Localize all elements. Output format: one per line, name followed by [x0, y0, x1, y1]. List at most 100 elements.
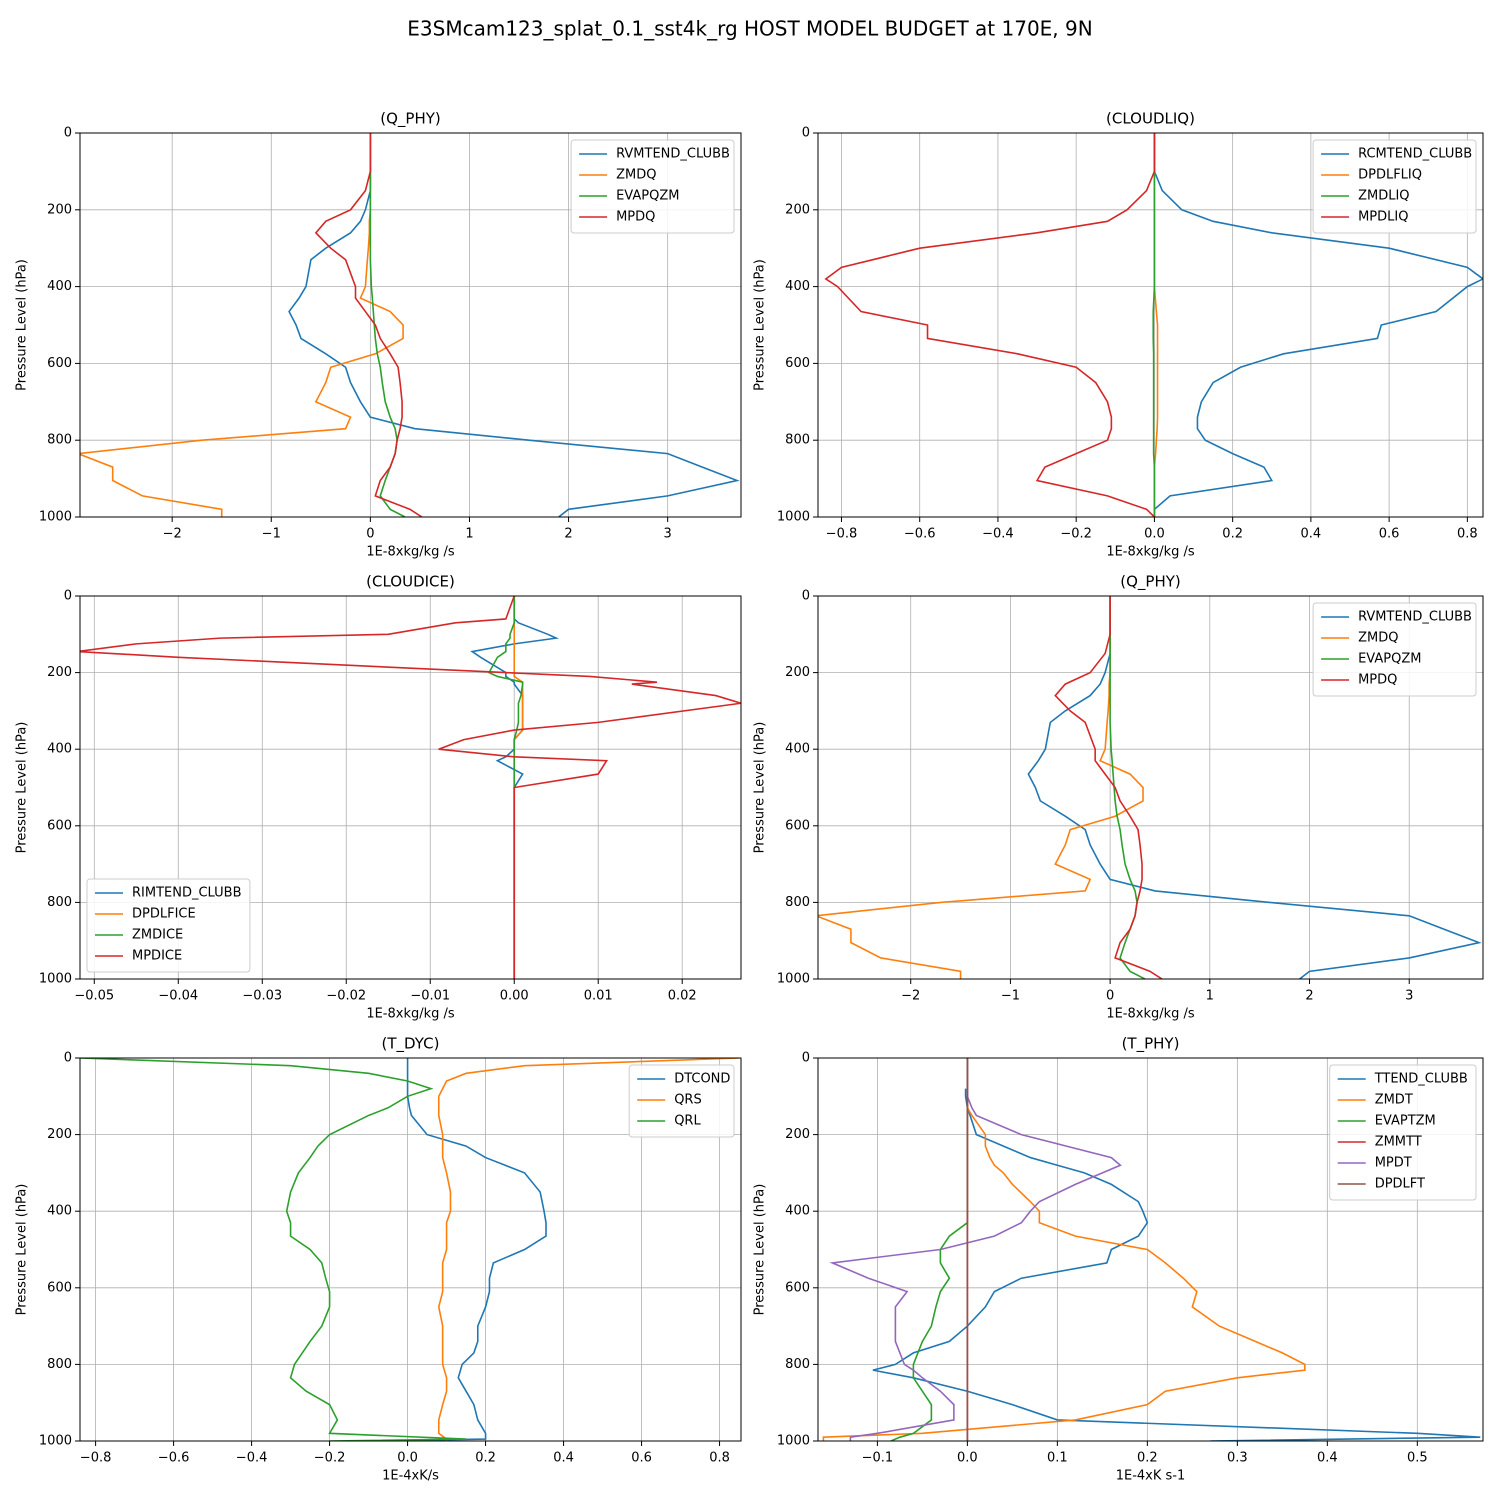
x-tick-label: −0.2	[314, 1451, 346, 1466]
x-tick-label: 0.01	[584, 989, 613, 1004]
subplot: −0.8 −0.6 −0.4 −0.2 0.0 0.2 0.4 0.6 0.8 0 200 400 60…	[15, 1035, 742, 1484]
x-tick-label: −0.02	[326, 989, 366, 1004]
legend: RVMTEND_CLUBB ZMDQ EVAPQZM MPDQ	[1312, 602, 1477, 697]
x-tick-label: 0.02	[668, 989, 697, 1004]
y-tick-label: 200	[785, 202, 810, 217]
y-tick-label: 400	[47, 1204, 72, 1219]
x-tick-label: 0.6	[631, 1451, 652, 1466]
y-tick-label: 400	[785, 1204, 810, 1219]
legend-label: RIMTEND_CLUBB	[132, 886, 242, 901]
subplot-title: (CLOUDICE)	[366, 573, 455, 591]
subplot: −0.8 −0.6 −0.4 −0.2 0.0 0.2 0.4 0.6 0.8 0 200 400 60…	[753, 110, 1484, 560]
x-axis-label: 1E-8xkg/kg /s	[366, 1007, 455, 1022]
subplot-title: (Q_PHY)	[1120, 573, 1181, 592]
x-tick-label: 0.1	[1047, 1451, 1068, 1466]
plot-frame	[79, 132, 742, 518]
x-tick-label: 3	[1405, 989, 1413, 1004]
y-tick-label: 1000	[777, 510, 810, 525]
y-tick-label: 800	[47, 433, 72, 448]
y-axis-label: Pressure Level (hPa)	[15, 722, 30, 854]
legend: RIMTEND_CLUBB DPDLFICE ZMDICE MPDICE	[86, 878, 251, 973]
y-tick-label: 1000	[777, 1434, 810, 1449]
y-tick-label: 1000	[39, 510, 72, 525]
legend-box	[86, 878, 251, 973]
legend: RCMTEND_CLUBB DPDLFLIQ ZMDLIQ MPDLIQ	[1312, 139, 1477, 234]
legend-label: RVMTEND_CLUBB	[616, 147, 730, 162]
legend-label: EVAPTZM	[1375, 1114, 1436, 1129]
x-tick-label: −0.4	[236, 1451, 268, 1466]
legend-label: EVAPQZM	[1358, 652, 1421, 667]
x-tick-label: 0.3	[1227, 1451, 1248, 1466]
legend-label: DPDLFLIQ	[1358, 168, 1422, 183]
legend-label: DTCOND	[674, 1072, 730, 1087]
series-line	[470, 596, 560, 979]
y-tick-label: 800	[785, 433, 810, 448]
y-tick-label: 400	[47, 279, 72, 294]
y-axis-label: Pressure Level (hPa)	[15, 1184, 30, 1316]
legend-label: QRS	[674, 1093, 702, 1108]
subplot-title: (T_DYC)	[382, 1035, 440, 1054]
x-tick-label: −0.6	[904, 527, 936, 542]
legend-label: DPDLFICE	[132, 907, 196, 922]
subplot: −0.1 0.0 0.1 0.2 0.3 0.4 0.5 0 200 400 600 800 1000 (…	[753, 1035, 1484, 1484]
x-tick-label: 0.0	[1144, 527, 1165, 542]
y-axis-label: Pressure Level (hPa)	[15, 259, 30, 391]
legend-box	[1312, 139, 1477, 234]
legend-label: TTEND_CLUBB	[1374, 1072, 1468, 1087]
series-line	[368, 1058, 547, 1441]
x-tick-label: 2	[1305, 989, 1313, 1004]
legend-label: ZMDQ	[616, 168, 656, 183]
x-axis-label: 1E-8xkg/kg /s	[1106, 1007, 1195, 1022]
x-tick-label: 0.2	[475, 1451, 496, 1466]
subplot-title: (T_PHY)	[1122, 1035, 1180, 1054]
legend-label: RVMTEND_CLUBB	[1358, 610, 1472, 625]
legend-label: DPDLFT	[1375, 1177, 1425, 1192]
x-tick-label: 0.4	[1317, 1451, 1338, 1466]
legend: TTEND_CLUBB ZMDT EVAPTZM ZMMTT MPDT DPDLFT	[1329, 1064, 1477, 1201]
y-tick-label: 200	[785, 1127, 810, 1142]
x-tick-label: −0.05	[74, 989, 114, 1004]
y-tick-label: 0	[802, 1051, 810, 1066]
y-tick-label: 600	[47, 818, 72, 833]
x-tick-label: 0.0	[957, 1451, 978, 1466]
subplot: −2 −1 0 1 2 3 0 200 400 600 800 1000 (Q_PHY) 1E-8xkg/…	[753, 573, 1484, 1022]
x-tick-label: −2	[901, 989, 920, 1004]
series-line	[80, 133, 404, 517]
series-line	[437, 1058, 740, 1441]
x-axis-label: 1E-4xK s-1	[1116, 1469, 1186, 1484]
y-tick-label: 0	[64, 1051, 72, 1066]
legend: RVMTEND_CLUBB ZMDQ EVAPQZM MPDQ	[570, 139, 735, 234]
y-tick-label: 800	[47, 1357, 72, 1372]
y-tick-label: 400	[785, 742, 810, 757]
x-tick-label: 3	[664, 527, 672, 542]
y-tick-label: 200	[47, 665, 72, 680]
series-line	[1152, 133, 1156, 517]
x-tick-label: −0.04	[158, 989, 198, 1004]
series-line	[288, 133, 740, 517]
x-tick-label: 0.0	[397, 1451, 418, 1466]
x-axis-label: 1E-8xkg/kg /s	[366, 545, 455, 560]
x-tick-label: 0	[1106, 989, 1114, 1004]
series-line	[824, 133, 1156, 517]
x-tick-label: −0.01	[410, 989, 450, 1004]
legend-box	[570, 139, 735, 234]
x-tick-label: −0.4	[982, 527, 1014, 542]
y-tick-label: 1000	[39, 1434, 72, 1449]
x-tick-label: 0.00	[500, 989, 529, 1004]
y-tick-label: 400	[785, 279, 810, 294]
series-line	[1153, 133, 1483, 517]
legend-box	[1329, 1064, 1477, 1201]
x-tick-label: −1	[262, 527, 281, 542]
series-line	[829, 1058, 1122, 1441]
figure-title: E3SMcam123_splat_0.1_sst4k_rg HOST MODEL…	[407, 17, 1092, 41]
legend-label: MPDICE	[132, 949, 182, 964]
x-tick-label: 0.2	[1222, 527, 1243, 542]
x-tick-label: −0.8	[826, 527, 858, 542]
legend-label: MPDLIQ	[1358, 210, 1408, 225]
y-tick-label: 600	[785, 1280, 810, 1295]
legend-label: MPDT	[1375, 1156, 1412, 1171]
y-tick-label: 800	[785, 895, 810, 910]
legend-label: RCMTEND_CLUBB	[1358, 147, 1472, 162]
